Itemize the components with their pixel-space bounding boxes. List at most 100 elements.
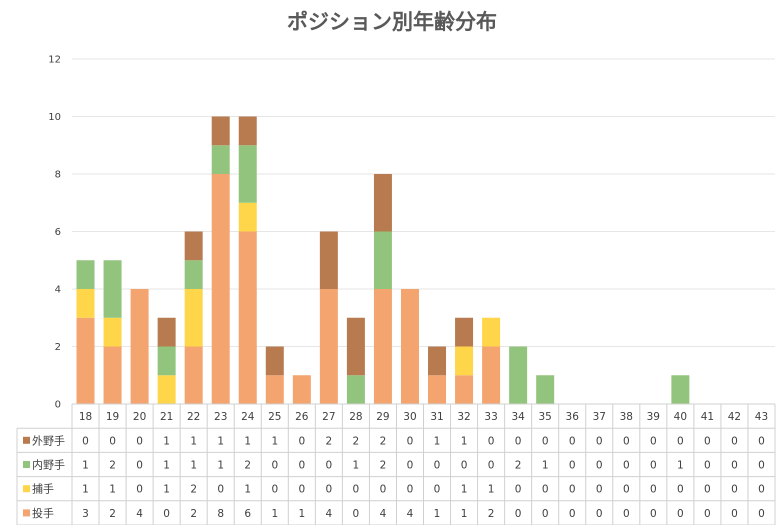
data-label: 0 — [461, 460, 468, 472]
bar-segment — [428, 346, 447, 376]
data-label: 0 — [82, 435, 89, 447]
data-label: 1 — [217, 460, 224, 472]
data-label: 0 — [758, 435, 765, 447]
data-label: 0 — [677, 508, 684, 520]
x-tick-label: 22 — [187, 411, 200, 423]
bar-segment — [671, 375, 690, 404]
y-tick-label: 4 — [55, 285, 61, 296]
bar-segment — [76, 317, 95, 404]
data-label: 0 — [650, 508, 657, 520]
bars — [76, 116, 690, 404]
bar-segment — [184, 231, 203, 261]
data-label: 0 — [650, 484, 657, 496]
data-label: 2 — [515, 460, 522, 472]
bar-segment — [455, 346, 474, 376]
data-label: 1 — [298, 508, 305, 520]
data-label: 0 — [136, 460, 143, 472]
data-label: 1 — [163, 460, 170, 472]
data-table: 18 19 20 21 22 23 24 25 26 27 28 29 30 31 32 33 34 35 36 37… — [16, 403, 776, 525]
bar-segment — [373, 174, 392, 232]
data-label: 1 — [434, 508, 441, 520]
bar-segment — [184, 260, 203, 289]
legend-swatch — [23, 436, 30, 444]
x-tick-label: 21 — [160, 411, 173, 423]
x-tick-label: 23 — [214, 411, 227, 423]
data-label: 0 — [731, 435, 738, 447]
data-label: 0 — [758, 484, 765, 496]
bar-segment — [455, 375, 474, 404]
data-label: 0 — [407, 484, 414, 496]
data-label: 1 — [461, 435, 468, 447]
gridlines — [72, 58, 775, 405]
data-label: 0 — [434, 460, 441, 472]
x-tick-label: 27 — [322, 411, 335, 423]
bar-segment — [265, 346, 284, 376]
bar-segment — [482, 317, 501, 347]
data-label: 0 — [677, 484, 684, 496]
data-label: 4 — [326, 508, 333, 520]
chart-title: ポジション別年齢分布 — [287, 10, 497, 34]
data-label: 3 — [82, 508, 89, 520]
x-tick-label: 43 — [755, 411, 768, 423]
data-label: 4 — [380, 508, 387, 520]
bar-segment — [265, 375, 284, 404]
x-tick-label: 38 — [620, 411, 633, 423]
data-label: 1 — [82, 460, 89, 472]
data-label: 0 — [542, 435, 549, 447]
data-label: 0 — [704, 435, 711, 447]
data-label: 0 — [677, 435, 684, 447]
bar-segment — [346, 375, 365, 404]
bar-segment — [211, 145, 230, 174]
y-tick-label: 8 — [55, 170, 61, 181]
data-label: 0 — [569, 508, 576, 520]
data-label: 1 — [244, 435, 251, 447]
x-tick-label: 35 — [538, 411, 551, 423]
data-label: 2 — [190, 508, 197, 520]
data-label: 0 — [353, 484, 360, 496]
data-label: 0 — [380, 484, 387, 496]
data-label: 0 — [731, 460, 738, 472]
data-label: 1 — [271, 435, 278, 447]
data-label: 0 — [650, 435, 657, 447]
bar-segment — [76, 260, 95, 289]
x-tick-label: 36 — [566, 411, 580, 423]
data-label: 2 — [353, 435, 360, 447]
x-tick-label: 32 — [457, 411, 470, 423]
data-label: 0 — [704, 484, 711, 496]
y-tick-label: 10 — [48, 112, 61, 123]
bar-segment — [400, 289, 419, 404]
data-label: 0 — [650, 460, 657, 472]
bar-segment — [319, 289, 338, 404]
data-label: 0 — [271, 460, 278, 472]
data-label: 1 — [163, 484, 170, 496]
data-label: 0 — [298, 460, 305, 472]
data-label: 1 — [190, 460, 197, 472]
data-label: 0 — [596, 484, 603, 496]
x-tick-label: 30 — [403, 411, 416, 423]
x-tick-label: 41 — [701, 411, 714, 423]
data-label: 2 — [109, 508, 116, 520]
data-label: 1 — [542, 460, 549, 472]
data-label: 0 — [488, 460, 495, 472]
data-label: 1 — [163, 435, 170, 447]
data-label: 0 — [515, 508, 522, 520]
data-label: 1 — [488, 484, 495, 496]
data-label: 0 — [109, 435, 116, 447]
x-tick-label: 18 — [79, 411, 92, 423]
data-label: 1 — [217, 435, 224, 447]
data-label: 0 — [569, 460, 576, 472]
data-label: 0 — [542, 484, 549, 496]
bar-segment — [509, 346, 528, 404]
y-tick-label: 0 — [55, 400, 61, 411]
bar-segment — [428, 375, 447, 404]
data-label: 2 — [380, 435, 387, 447]
bar-segment — [184, 346, 203, 404]
data-label: 4 — [407, 508, 414, 520]
data-label: 2 — [326, 435, 333, 447]
bar-segment — [238, 116, 257, 146]
x-tick-label: 19 — [106, 411, 119, 423]
legend-label: 外野手 — [32, 433, 65, 447]
bar-segment — [157, 317, 176, 347]
data-label: 2 — [380, 460, 387, 472]
